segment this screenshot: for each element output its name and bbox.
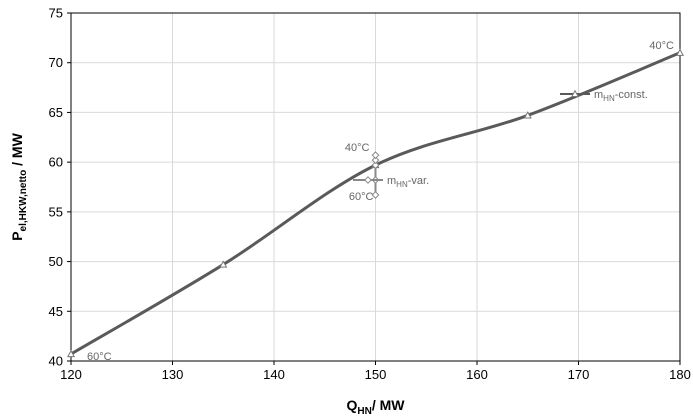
y-tick-label: 50 <box>49 254 63 269</box>
legend-marker <box>364 176 372 184</box>
axis-ticks: 120 130 140 150 160 170 180 40 45 50 55 60 65 70 75 <box>49 6 691 383</box>
legend-label-suffix: -const. <box>615 89 648 101</box>
y-tick-label: 75 <box>49 6 63 21</box>
x-tick-label: 130 <box>162 367 184 382</box>
x-axis-title-unit: / MW <box>372 397 405 413</box>
data-point-mhn-const <box>675 48 685 56</box>
temperature-annotation: 60°C <box>349 191 374 203</box>
legend-label: mHN-const. <box>594 89 648 103</box>
data-point-mhn-var <box>371 191 380 199</box>
data-point-mhn-const <box>523 111 532 119</box>
legend-label-subscript: HN <box>603 94 615 103</box>
legend-entry: mHN-const. <box>560 89 648 103</box>
grid <box>70 12 681 362</box>
x-tick-label: 170 <box>568 367 590 382</box>
legend-label-main: m <box>594 89 603 101</box>
y-tick-label: 55 <box>49 204 63 219</box>
data-point-mhn-var <box>371 151 380 160</box>
data-point-mhn-var <box>371 161 380 170</box>
y-tick-label: 40 <box>49 354 63 369</box>
legend-label-subscript: HN <box>396 180 408 189</box>
data-point-mhn-var <box>371 156 380 165</box>
legend-label-main: m <box>387 175 396 187</box>
legend-entry: mHN-var. <box>353 175 429 189</box>
y-tick-label: 45 <box>49 304 63 319</box>
y-axis-title: Pel,HKW,netto / MW <box>9 132 29 240</box>
temperature-annotation: 40°C <box>649 40 674 52</box>
y-tick-label: 60 <box>49 155 63 170</box>
data-point-mhn-const <box>66 349 76 358</box>
y-axis-title-main: P <box>9 231 25 240</box>
data-point-mhn-const <box>219 260 228 268</box>
x-tick-label: 150 <box>365 367 387 382</box>
x-tick-label: 140 <box>263 367 285 382</box>
y-axis-title-unit: / MW <box>9 132 25 169</box>
legend-label: mHN-var. <box>387 175 429 189</box>
x-axis-title: QHN/ MW <box>347 397 406 416</box>
y-tick-label: 65 <box>49 105 63 120</box>
legend-marker <box>570 89 580 98</box>
temperature-annotation: 60°C <box>87 351 112 363</box>
x-axis-title-main: Q <box>347 397 358 413</box>
temperature-annotation: 40°C <box>345 142 370 154</box>
annotations: 60°C 40°C 60°C 40°C <box>87 40 674 363</box>
x-axis-title-subscript: HN <box>357 406 371 416</box>
legend-label-suffix: -var. <box>408 175 429 187</box>
y-axis-title-subscript: el,HKW,netto <box>18 170 29 232</box>
x-tick-label: 120 <box>60 367 82 382</box>
legend: mHN-const.mHN-var. <box>353 89 648 189</box>
x-tick-label: 180 <box>669 367 691 382</box>
x-tick-label: 160 <box>466 367 488 382</box>
y-tick-label: 70 <box>49 55 63 70</box>
